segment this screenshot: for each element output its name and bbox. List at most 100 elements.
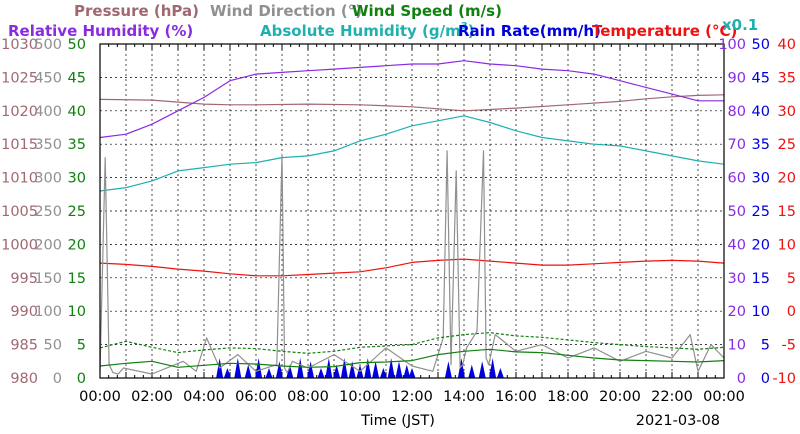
wind-speed-tick-label: 0 bbox=[77, 371, 86, 387]
legend-pressure: Pressure (hPa) bbox=[74, 2, 199, 20]
relative-humidity-tick-label: 70 bbox=[728, 137, 746, 153]
rain-rate-bar bbox=[255, 357, 263, 378]
rain-rate-bar bbox=[325, 357, 333, 378]
wind-speed-tick-label: 45 bbox=[68, 70, 86, 86]
x-tick-label: 22:00 bbox=[651, 389, 693, 405]
wind-speed-tick-label: 30 bbox=[68, 171, 86, 187]
rain-rate-tick-label: 50 bbox=[752, 37, 770, 53]
wind-direction-tick-label: 50 bbox=[44, 338, 62, 354]
rain-rate-tick-label: 10 bbox=[752, 304, 770, 320]
wind-speed-tick-label: 10 bbox=[68, 304, 86, 320]
x-tick-label: 12:00 bbox=[391, 389, 433, 405]
temperature-tick-label: 15 bbox=[778, 204, 796, 220]
rain-rate-bar bbox=[478, 361, 486, 378]
rain-rate-bar bbox=[468, 364, 476, 378]
rain-rate-tick-label: 35 bbox=[752, 137, 770, 153]
wind-speed-tick-label: 25 bbox=[68, 204, 86, 220]
relative-humidity-tick-label: 20 bbox=[728, 304, 746, 320]
temperature-tick-label: 10 bbox=[778, 237, 796, 253]
wind-speed-tick-label: 15 bbox=[68, 271, 86, 287]
legend-absolute-humidity-sup: 3 bbox=[461, 21, 468, 32]
wind-direction-tick-label: 450 bbox=[34, 70, 62, 86]
x-tick-label: 10:00 bbox=[339, 389, 381, 405]
rain-rate-bar bbox=[348, 361, 356, 378]
rain-rate-bar bbox=[457, 357, 465, 378]
rain-rate-bar bbox=[372, 361, 380, 378]
wind-speed-tick-label: 40 bbox=[68, 104, 86, 120]
temperature-tick-label: 35 bbox=[778, 70, 796, 86]
rain-rate-bar bbox=[387, 357, 395, 378]
relative-humidity-tick-label: 50 bbox=[728, 204, 746, 220]
x-tick-label: 20:00 bbox=[599, 389, 641, 405]
legend-temperature: Temperature (°C) bbox=[592, 22, 737, 40]
series-line-wind-speed-m-s bbox=[99, 348, 725, 368]
relative-humidity-tick-label: 40 bbox=[728, 237, 746, 253]
wind-direction-tick-label: 250 bbox=[34, 204, 62, 220]
series-line-relative-humidity bbox=[99, 60, 724, 139]
legend-relative-humidity: Relative Humidity (%) bbox=[8, 22, 193, 40]
date-label: 2021-03-08 bbox=[636, 413, 720, 429]
x-tick-label: 06:00 bbox=[235, 389, 277, 405]
wind-direction-tick-label: 0 bbox=[53, 371, 62, 387]
legend-absolute-humidity-tail: ) bbox=[468, 22, 475, 40]
rain-rate-tick-label: 15 bbox=[752, 271, 770, 287]
temperature-tick-label: 30 bbox=[778, 104, 796, 120]
rain-rate-tick-label: 5 bbox=[761, 338, 770, 354]
wind-direction-tick-label: 400 bbox=[34, 104, 62, 120]
pressure-tick-label: 1005 bbox=[1, 204, 38, 220]
pressure-tick-label: 1025 bbox=[1, 70, 38, 86]
rain-rate-bar bbox=[307, 361, 315, 378]
wind-direction-tick-label: 100 bbox=[34, 304, 62, 320]
rain-rate-bar bbox=[244, 364, 252, 378]
wind-speed-tick-label: 50 bbox=[68, 37, 86, 53]
x-tick-label: 14:00 bbox=[443, 389, 485, 405]
series-line-temperature-c bbox=[99, 258, 725, 277]
rain-rate-bar bbox=[275, 361, 283, 378]
wind-speed-tick-label: 35 bbox=[68, 137, 86, 153]
pressure-tick-label: 990 bbox=[10, 304, 38, 320]
rain-rate-bar bbox=[234, 357, 242, 378]
rain-rate-bar bbox=[317, 367, 325, 378]
rain-rate-bar bbox=[379, 367, 387, 378]
rain-rate-bar bbox=[340, 357, 348, 378]
relative-humidity-tick-label: 80 bbox=[728, 104, 746, 120]
pressure-tick-label: 980 bbox=[10, 371, 38, 387]
rain-rate-bar bbox=[223, 367, 231, 378]
x-tick-label: 04:00 bbox=[183, 389, 225, 405]
rain-rate-bar bbox=[395, 361, 403, 378]
x-tick-label: 16:00 bbox=[495, 389, 537, 405]
x-tick-label: 18:00 bbox=[547, 389, 589, 405]
legend-x01: x0.1 bbox=[722, 16, 758, 34]
x-tick-label: 08:00 bbox=[287, 389, 329, 405]
plot-area: 1030102510201015101010051000995990985980… bbox=[1, 37, 796, 405]
rain-rate-tick-label: 30 bbox=[752, 171, 770, 187]
pressure-tick-label: 1000 bbox=[1, 237, 38, 253]
pressure-tick-label: 995 bbox=[10, 271, 38, 287]
wind-direction-tick-label: 500 bbox=[34, 37, 62, 53]
rain-rate-tick-label: 0 bbox=[761, 371, 770, 387]
x-tick-label: 00:00 bbox=[703, 389, 745, 405]
rain-rate-bar bbox=[296, 357, 304, 378]
wind-direction-tick-label: 200 bbox=[34, 237, 62, 253]
rain-rate-bar bbox=[496, 367, 504, 378]
plot-frame bbox=[99, 43, 725, 379]
relative-humidity-tick-label: 60 bbox=[728, 171, 746, 187]
wind-direction-tick-label: 150 bbox=[34, 271, 62, 287]
rain-rate-bar bbox=[403, 364, 411, 378]
rain-rate-tick-label: 25 bbox=[752, 204, 770, 220]
temperature-tick-label: 5 bbox=[787, 271, 796, 287]
legend-absolute-humidity: Absolute Humidity (g/m3) bbox=[260, 21, 475, 40]
x-tick-label: 00:00 bbox=[79, 389, 121, 405]
temperature-tick-label: 0 bbox=[787, 304, 796, 320]
rain-rate-bar bbox=[333, 364, 341, 378]
rain-rate-bar bbox=[364, 357, 372, 378]
relative-humidity-tick-label: 100 bbox=[718, 37, 746, 53]
temperature-tick-label: -5 bbox=[782, 338, 796, 354]
rain-rate-tick-label: 45 bbox=[752, 70, 770, 86]
pressure-tick-label: 1020 bbox=[1, 104, 38, 120]
series-line-pressure-hpa bbox=[99, 94, 725, 112]
pressure-tick-label: 1030 bbox=[1, 37, 38, 53]
temperature-tick-label: -10 bbox=[772, 371, 796, 387]
rain-rate-bar bbox=[286, 364, 294, 378]
